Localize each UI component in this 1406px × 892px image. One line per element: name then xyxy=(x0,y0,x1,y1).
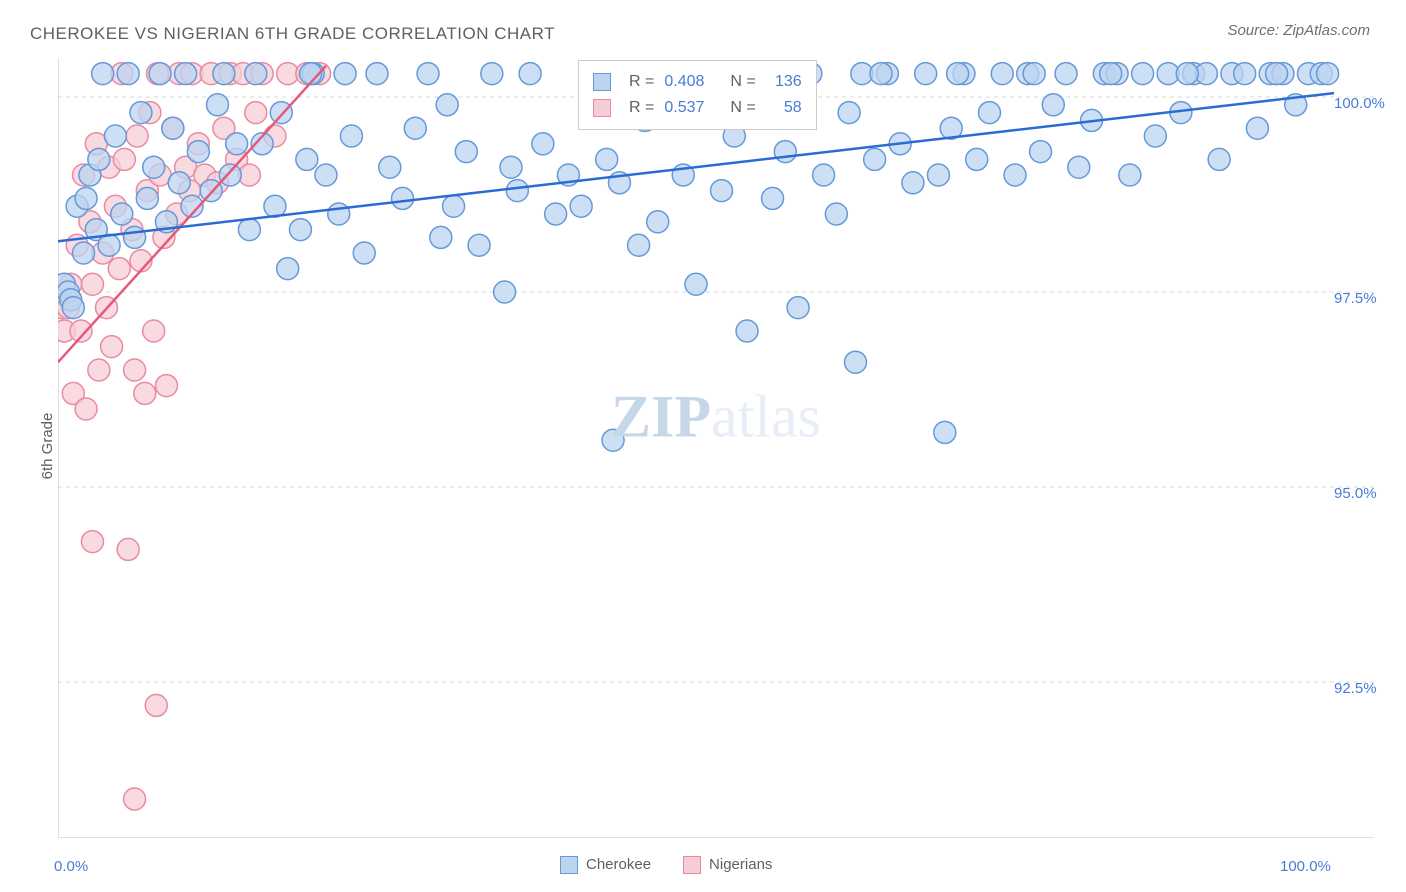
chart-title: CHEROKEE VS NIGERIAN 6TH GRADE CORRELATI… xyxy=(30,24,1376,44)
legend-swatch-icon xyxy=(683,856,701,874)
y-tick-label: 95.0% xyxy=(1334,485,1377,502)
source-label: Source: ZipAtlas.com xyxy=(1227,22,1370,39)
legend-label: Nigerians xyxy=(709,856,772,873)
chart-container: CHEROKEE VS NIGERIAN 6TH GRADE CORRELATI… xyxy=(0,0,1406,892)
legend-item: Cherokee xyxy=(560,856,651,874)
stats-R-value: 0.408 xyxy=(664,73,720,91)
legend-swatch-icon xyxy=(560,856,578,874)
legend-bottom: Cherokee Nigerians xyxy=(560,856,772,874)
stats-N-value: 136 xyxy=(766,73,802,91)
plot-area: ZIPatlas R =0.408N =136R =0.537N =58 xyxy=(58,58,1374,838)
y-axis-label: 6th Grade xyxy=(39,413,56,480)
stats-N-value: 58 xyxy=(766,99,802,117)
y-tick-label: 97.5% xyxy=(1334,290,1377,307)
stats-R-label: R = xyxy=(629,73,654,91)
x-tick-label: 100.0% xyxy=(1280,858,1331,875)
y-tick-label: 100.0% xyxy=(1334,95,1385,112)
legend-item: Nigerians xyxy=(683,856,772,874)
scatter-plot-svg xyxy=(58,58,1374,838)
stats-row: R = 0.537 N = 58 xyxy=(593,95,802,121)
stats-legend-box: R = 0.408 N = 136 R = 0.537 N = 58 xyxy=(578,60,817,130)
x-tick-label: 0.0% xyxy=(54,858,88,875)
stats-swatch-icon xyxy=(593,73,611,91)
stats-N-label: N = xyxy=(730,99,755,117)
y-tick-label: 92.5% xyxy=(1334,680,1377,697)
stats-row: R = 0.408 N = 136 xyxy=(593,69,802,95)
stats-R-label: R = xyxy=(629,99,654,117)
legend-label: Cherokee xyxy=(586,856,651,873)
stats-swatch-icon xyxy=(593,99,611,117)
stats-R-value: 0.537 xyxy=(664,99,720,117)
stats-N-label: N = xyxy=(730,73,755,91)
